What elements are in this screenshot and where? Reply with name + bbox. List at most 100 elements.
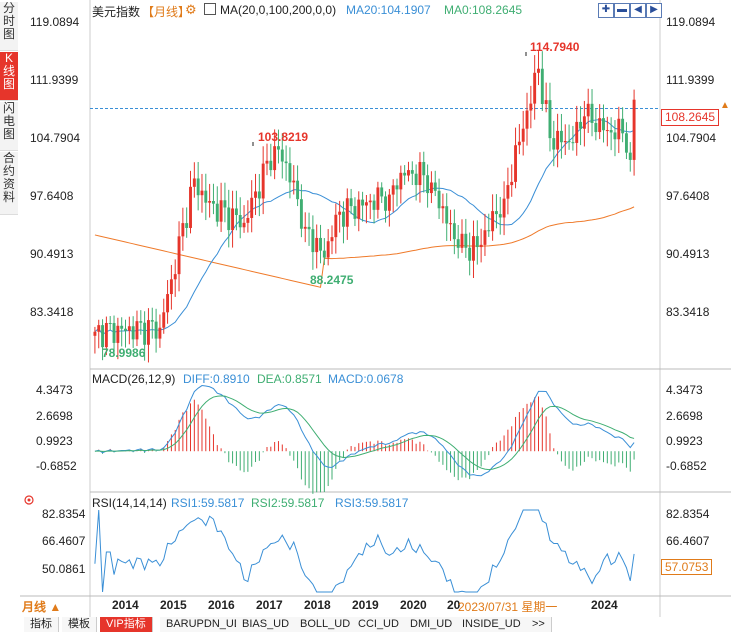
candle-body [104, 323, 108, 348]
tab-vip-indicators[interactable]: VIP指标 [100, 617, 153, 632]
tab-inside[interactable]: INSIDE_UD [456, 617, 528, 632]
price-axis-label: 104.7904 [30, 131, 81, 145]
candle-body [307, 226, 311, 230]
candle-body [265, 160, 269, 164]
tab-templates[interactable]: 模板 [62, 617, 97, 632]
tab-lightning[interactable]: 闪电图 [0, 102, 18, 151]
tab-kline[interactable]: K线图 [0, 52, 18, 101]
candle-body [120, 325, 124, 329]
candle-body [315, 237, 319, 253]
right-arrow-icon[interactable]: ▶ [646, 3, 662, 18]
candle-body [613, 132, 617, 140]
candle-body [284, 161, 288, 164]
candle-body [231, 208, 235, 231]
tab-indicators[interactable]: 指标 [24, 617, 59, 632]
symbol-name: 美元指数 [92, 5, 141, 19]
candle-body [460, 233, 464, 248]
candle-body [368, 200, 372, 203]
candle-body [514, 145, 517, 182]
ma-polyline [94, 206, 635, 288]
zoom-in-icon[interactable]: ✚ [598, 3, 614, 18]
candle-body [456, 239, 460, 248]
rsi-axis-label: 66.4607 [42, 534, 86, 548]
price-axis-label-right: 97.6408 [666, 189, 710, 203]
candle-body [135, 321, 139, 340]
candle-body [556, 130, 560, 150]
candle-body [319, 237, 322, 251]
ma-params: MA(20,0,100,200,0,0) [220, 3, 337, 17]
macd-axis-label: 2.6698 [36, 409, 73, 423]
rsi-line [94, 509, 635, 593]
candle-body [181, 223, 185, 237]
period-button[interactable]: 月线 ▲ [22, 600, 62, 614]
candle-body [372, 200, 376, 210]
candle-body [334, 214, 338, 238]
price-axis-label-right: 111.9399 [666, 73, 715, 87]
candle-body [602, 118, 605, 131]
rsi2-value: RSI2:59.5817 [251, 496, 325, 510]
candle-body [93, 331, 97, 336]
candle-body [223, 200, 227, 208]
candle-body [621, 118, 625, 134]
year-label: 2016 [208, 598, 235, 612]
period-tag[interactable]: 【月线】 [142, 5, 191, 19]
candle-body [502, 198, 506, 218]
year-label: 2018 [304, 598, 331, 612]
settings-gear-icon[interactable]: ⚙ [185, 2, 197, 17]
tab-timeshare[interactable]: 分时图 [0, 2, 18, 51]
tab-contract-info[interactable]: 合约资料 [0, 152, 18, 215]
candle-body [150, 320, 154, 322]
rsi1-value: RSI1:59.5817 [171, 496, 245, 510]
candle-body [269, 160, 273, 171]
candle-body [475, 236, 479, 248]
candle-body [108, 323, 112, 325]
candle-body [479, 244, 483, 248]
chart-type-icon[interactable] [204, 3, 216, 15]
candle-body [139, 321, 143, 323]
candle-body [452, 223, 456, 240]
macd-line [94, 385, 635, 477]
dropdown-arrow-icon: ▲ [49, 600, 62, 614]
rsi-settings-icon[interactable] [24, 495, 34, 505]
price-axis-label-right: 83.3418 [666, 305, 710, 319]
candle-body [273, 146, 277, 171]
candle-body [162, 312, 166, 328]
candle-body [575, 121, 579, 143]
candle-body [292, 180, 296, 183]
tab-cci[interactable]: CCI_UD [352, 617, 406, 632]
candle-body [433, 182, 437, 191]
tab-bias[interactable]: BIAS_UD [236, 617, 297, 632]
candle-body [571, 142, 575, 144]
candle-body [177, 236, 181, 275]
candle-body [525, 110, 529, 129]
candle-body [533, 72, 537, 104]
macd-line [94, 395, 635, 471]
candle-body [261, 163, 265, 199]
candle-body [399, 172, 403, 190]
ma0-value: MA0:108.2645 [444, 3, 523, 17]
tab-boll[interactable]: BOLL_UD [294, 617, 358, 632]
current-price-tag: 108.2645 [661, 109, 720, 126]
zoom-out-icon[interactable]: ▬ [614, 3, 630, 18]
macd-diff: DIFF:0.8910 [183, 372, 250, 386]
candle-body [212, 201, 215, 204]
candle-body [330, 237, 334, 242]
candle-body [280, 149, 284, 162]
candle-body [238, 215, 242, 228]
macd-axis-label: 0.9923 [36, 434, 73, 448]
candle-body [97, 325, 101, 332]
candle-body [563, 141, 567, 143]
ma-polyline [94, 119, 635, 336]
candle-body [494, 211, 498, 215]
tab-dmi[interactable]: DMI_UD [404, 617, 460, 632]
tab-more[interactable]: >> [526, 617, 552, 632]
candle-body [517, 141, 521, 146]
tab-barupdn[interactable]: BARUPDN_UD [160, 617, 249, 632]
candle-body [407, 170, 410, 176]
low-annotation: 78.9986 [102, 346, 146, 360]
candle-body [185, 223, 189, 228]
candle-body [418, 161, 422, 186]
left-arrow-icon[interactable]: ◀ [630, 3, 646, 18]
candle-body [506, 185, 510, 199]
